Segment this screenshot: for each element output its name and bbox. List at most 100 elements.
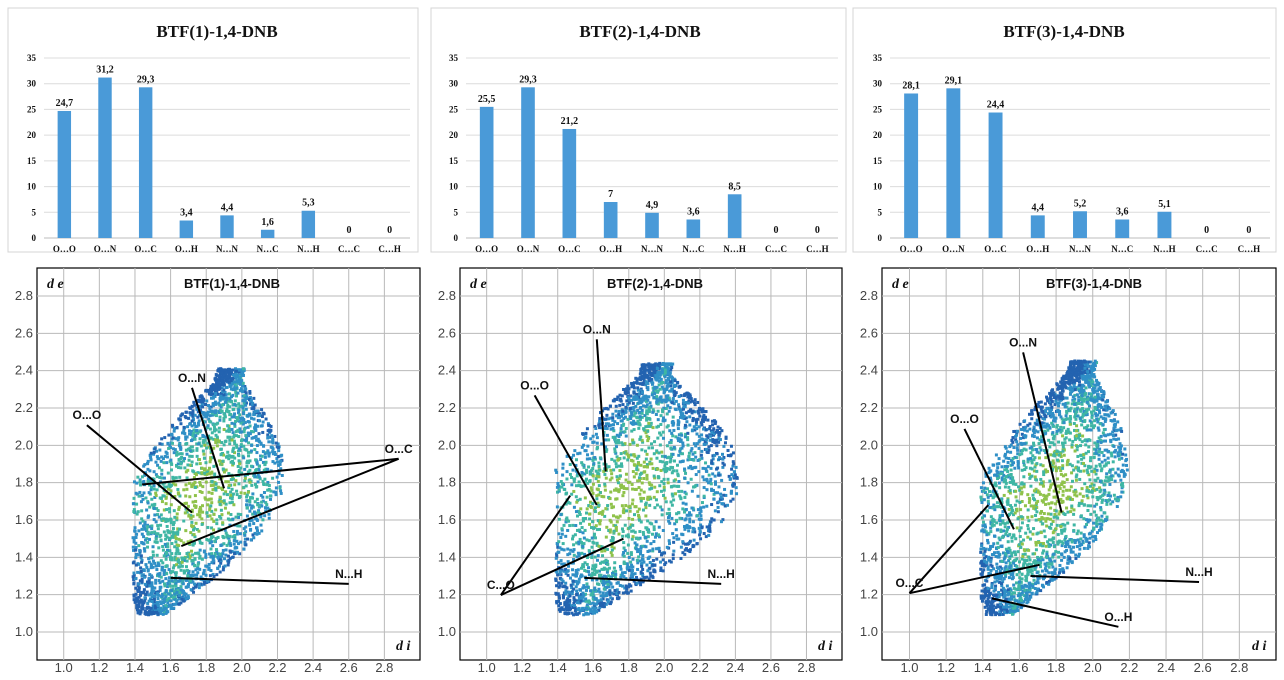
density-point	[646, 403, 649, 406]
density-point	[632, 454, 635, 457]
density-point	[616, 422, 619, 425]
density-point	[617, 439, 620, 442]
density-point	[672, 550, 675, 553]
density-point	[210, 552, 213, 555]
density-point	[698, 447, 701, 450]
density-point	[585, 512, 588, 515]
density-point	[251, 533, 254, 536]
density-point	[1021, 521, 1024, 524]
density-point	[675, 528, 678, 531]
density-point	[152, 554, 155, 557]
density-point	[603, 483, 606, 486]
density-point	[672, 498, 675, 501]
density-point	[642, 558, 645, 561]
density-point	[218, 459, 221, 462]
density-point	[623, 555, 626, 558]
density-point	[561, 482, 564, 485]
density-point	[256, 410, 259, 413]
density-point	[633, 381, 636, 384]
density-point	[555, 579, 558, 582]
density-point	[184, 443, 187, 446]
density-point	[594, 510, 597, 513]
density-point	[658, 484, 661, 487]
density-point	[255, 486, 258, 489]
density-point	[195, 574, 198, 577]
density-point	[662, 468, 665, 471]
density-point	[160, 595, 163, 598]
density-point	[171, 442, 174, 445]
density-point	[560, 486, 563, 489]
density-point	[224, 401, 227, 404]
density-point	[208, 563, 211, 566]
data-label: 3,6	[687, 206, 700, 217]
density-point	[258, 476, 261, 479]
density-point	[701, 501, 704, 504]
density-point	[204, 565, 207, 568]
density-point	[176, 426, 179, 429]
density-point	[199, 506, 202, 509]
density-point	[170, 542, 173, 545]
density-point	[183, 557, 186, 560]
density-point	[226, 424, 229, 427]
density-point	[563, 524, 566, 527]
density-point	[191, 581, 194, 584]
density-point	[683, 415, 686, 418]
density-point	[694, 456, 697, 459]
density-point	[1111, 468, 1114, 471]
density-point	[190, 521, 193, 524]
density-point	[686, 543, 689, 546]
density-point	[568, 502, 571, 505]
density-point	[189, 574, 192, 577]
density-point	[686, 438, 689, 441]
density-point	[233, 534, 236, 537]
density-point	[163, 571, 166, 574]
density-point	[687, 481, 690, 484]
density-point	[659, 388, 662, 391]
density-point	[617, 457, 620, 460]
density-point	[629, 510, 632, 513]
density-point	[708, 527, 711, 530]
density-point	[239, 541, 242, 544]
density-point	[150, 452, 153, 455]
annotation-label: N...H	[335, 567, 362, 581]
x-tick-label: 2.6	[340, 660, 358, 675]
density-point	[594, 556, 597, 559]
density-point	[170, 468, 173, 471]
density-point	[725, 436, 728, 439]
density-point	[686, 392, 689, 395]
density-point	[561, 533, 564, 536]
density-point	[637, 402, 640, 405]
density-point	[713, 454, 716, 457]
density-point	[203, 472, 206, 475]
density-point	[229, 491, 232, 494]
y-tick-label: 2.6	[860, 325, 878, 340]
density-point	[655, 379, 658, 382]
density-point	[160, 497, 163, 500]
density-point	[175, 600, 178, 603]
density-point	[680, 434, 683, 437]
density-point	[199, 437, 202, 440]
density-point	[210, 501, 213, 504]
density-point	[638, 486, 641, 489]
density-point	[572, 588, 575, 591]
density-point	[250, 444, 253, 447]
density-point	[639, 382, 642, 385]
density-point	[693, 539, 696, 542]
plot-frame	[882, 268, 1276, 660]
density-point	[163, 582, 166, 585]
density-point	[228, 484, 231, 487]
density-point	[628, 401, 631, 404]
density-point	[205, 399, 208, 402]
density-point	[663, 391, 666, 394]
density-point	[209, 514, 212, 517]
density-point	[1078, 380, 1081, 383]
density-point	[622, 491, 625, 494]
density-point	[224, 554, 227, 557]
density-point	[596, 442, 599, 445]
density-point	[635, 547, 638, 550]
density-point	[569, 577, 572, 580]
density-point	[578, 480, 581, 483]
density-point	[680, 447, 683, 450]
density-point	[569, 607, 572, 610]
density-point	[235, 374, 238, 377]
